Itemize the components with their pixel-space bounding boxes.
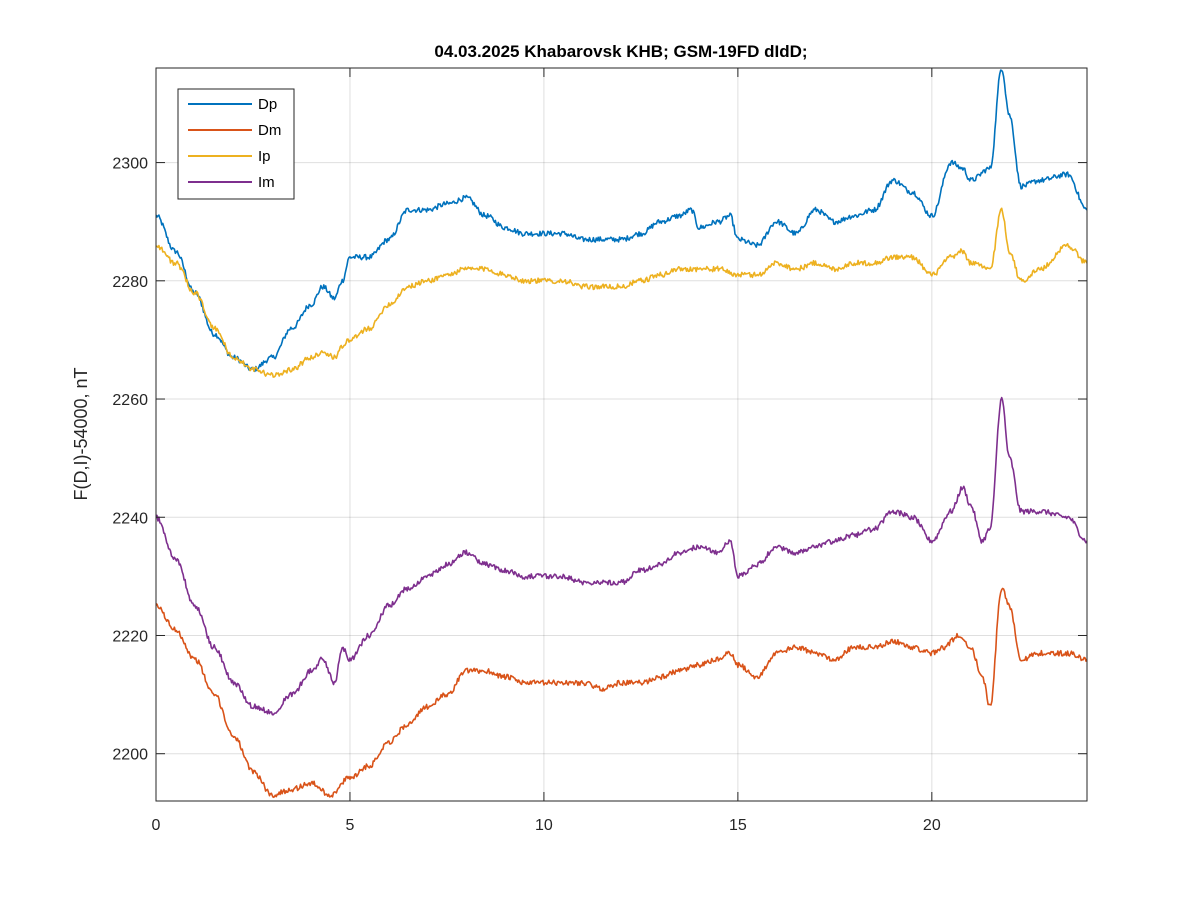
y-axis-label: F(D,I)-54000, nT — [71, 367, 91, 500]
legend-label-dm: Dm — [258, 122, 281, 139]
legend: Dp Dm Ip Im — [177, 88, 295, 200]
x-tick-label: 15 — [729, 817, 747, 834]
legend-label-dp: Dp — [258, 96, 277, 113]
y-tick-label: 2260 — [112, 392, 148, 409]
series-line-ip — [156, 207, 1087, 378]
plot-area — [156, 68, 1087, 801]
series-line-dp — [156, 69, 1087, 373]
grid — [155, 68, 1087, 801]
series-layer — [156, 69, 1087, 799]
tick-labels: 0 5 10 15 20 2200 2220 2240 2260 2280 2300 — [112, 156, 940, 834]
ticks — [155, 68, 1087, 801]
y-tick-label: 2280 — [112, 274, 148, 291]
y-tick-label: 2220 — [112, 628, 148, 645]
x-tick-label: 20 — [923, 817, 941, 834]
y-tick-label: 2240 — [112, 510, 148, 527]
series-line-dm — [156, 587, 1087, 799]
legend-label-ip: Ip — [258, 148, 271, 165]
x-tick-label: 0 — [152, 817, 161, 834]
legend-box — [177, 88, 295, 200]
plot-frame — [155, 67, 1088, 802]
x-tick-label: 5 — [346, 817, 355, 834]
chart-title: 04.03.2025 Khabarovsk KHB; GSM-19FD dIdD… — [434, 42, 807, 61]
x-tick-label: 10 — [535, 817, 553, 834]
y-tick-label: 2200 — [112, 747, 148, 764]
y-tick-label: 2300 — [112, 156, 148, 173]
series-line-im — [156, 396, 1087, 716]
legend-label-im: Im — [258, 174, 275, 191]
